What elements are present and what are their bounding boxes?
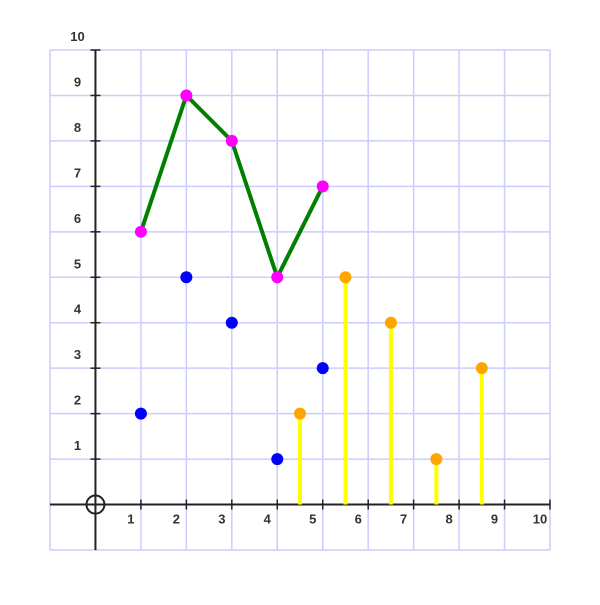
series-scatter xyxy=(134,271,329,466)
data-point xyxy=(225,316,238,329)
x-tick-label: 8 xyxy=(445,512,452,527)
y-tick-label: 6 xyxy=(74,211,81,226)
x-tick-label: 3 xyxy=(218,512,225,527)
series xyxy=(134,89,488,505)
origin-circle xyxy=(85,494,106,515)
data-point xyxy=(271,453,284,466)
data-point xyxy=(475,362,488,375)
data-point xyxy=(180,271,193,284)
y-tick-label: 4 xyxy=(74,302,82,317)
data-point xyxy=(294,407,306,420)
x-tick-label: 7 xyxy=(400,512,407,527)
y-tick-label: 9 xyxy=(74,74,81,89)
x-tick-label: 10 xyxy=(533,512,547,527)
data-point xyxy=(316,362,329,375)
data-point xyxy=(316,180,329,193)
data-point xyxy=(430,453,443,466)
y-tick-label: 3 xyxy=(74,347,81,362)
data-point xyxy=(134,225,147,238)
y-tick-label: 10 xyxy=(70,29,84,44)
y-tick-label: 5 xyxy=(74,256,81,271)
y-tick-label: 2 xyxy=(74,393,81,408)
x-tick-label: 9 xyxy=(491,512,498,527)
series-stem xyxy=(294,271,488,505)
x-tick-label: 4 xyxy=(264,512,272,527)
x-tick-label: 6 xyxy=(355,512,362,527)
data-point xyxy=(180,89,193,102)
data-point xyxy=(339,271,352,284)
tick-labels: 1 2 3 4 5 6 7 8 9 10 1 2 3 4 5 6 7 8 9 10 xyxy=(70,29,547,527)
x-tick-label: 1 xyxy=(127,512,134,527)
data-point xyxy=(384,316,397,329)
series-line xyxy=(134,89,329,284)
y-tick-label: 7 xyxy=(74,165,81,180)
y-tick-label: 1 xyxy=(74,438,81,453)
x-tick-label: 5 xyxy=(309,512,316,527)
data-point xyxy=(225,134,238,147)
data-point xyxy=(134,407,147,420)
x-tick-label: 2 xyxy=(173,512,180,527)
data-point xyxy=(271,271,284,284)
y-tick-label: 8 xyxy=(74,120,81,135)
